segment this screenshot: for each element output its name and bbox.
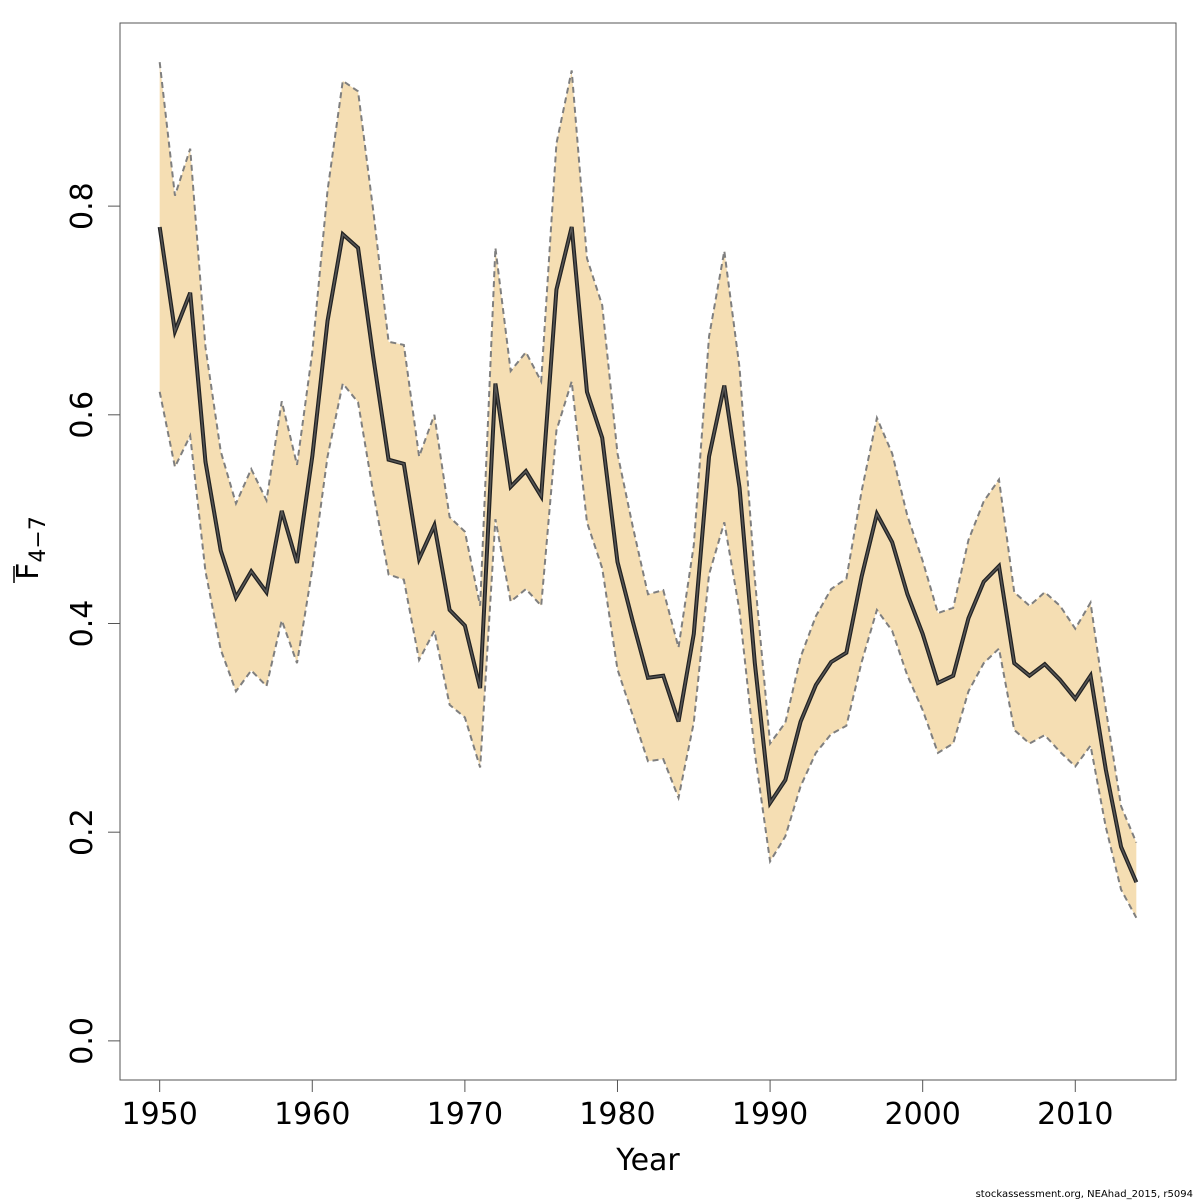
x-tick-label: 1980 bbox=[579, 1097, 655, 1132]
y-tick-label: 0.6 bbox=[65, 391, 100, 439]
series-lower-bound bbox=[158, 381, 1138, 919]
x-tick-label: 1960 bbox=[274, 1097, 350, 1132]
footnote: stockassessment.org, NEAhad_2015, r5094 bbox=[976, 1189, 1193, 1200]
series-upper-bound bbox=[158, 62, 1138, 844]
x-tick-label: 1990 bbox=[732, 1097, 808, 1132]
y-tick-label: 0.2 bbox=[65, 808, 100, 856]
x-tick-label: 2000 bbox=[885, 1097, 961, 1132]
y-tick-label: 0.0 bbox=[65, 1017, 100, 1065]
svg-text:F4−7: F4−7 bbox=[11, 516, 51, 580]
y-axis-title-main: F bbox=[11, 563, 46, 580]
x-tick-label: 2010 bbox=[1037, 1097, 1113, 1132]
x-axis: 1950 1960 1970 1980 1990 2000 2010 bbox=[121, 1079, 1113, 1132]
y-axis-title-sub: 4−7 bbox=[26, 516, 51, 562]
x-tick-label: 1950 bbox=[121, 1097, 197, 1132]
confidence-band bbox=[159, 62, 1137, 918]
y-axis: 0.0 0.2 0.4 0.6 0.8 bbox=[65, 182, 121, 1065]
y-axis-title: F4−7 bbox=[11, 516, 51, 583]
x-tick-label: 1970 bbox=[427, 1097, 503, 1132]
x-axis-title: Year bbox=[615, 1143, 680, 1178]
series-estimate bbox=[158, 226, 1138, 883]
series-lines bbox=[157, 62, 1139, 919]
y-tick-label: 0.8 bbox=[65, 182, 100, 230]
confidence-band-area bbox=[159, 62, 1137, 918]
y-tick-label: 0.4 bbox=[65, 600, 100, 648]
